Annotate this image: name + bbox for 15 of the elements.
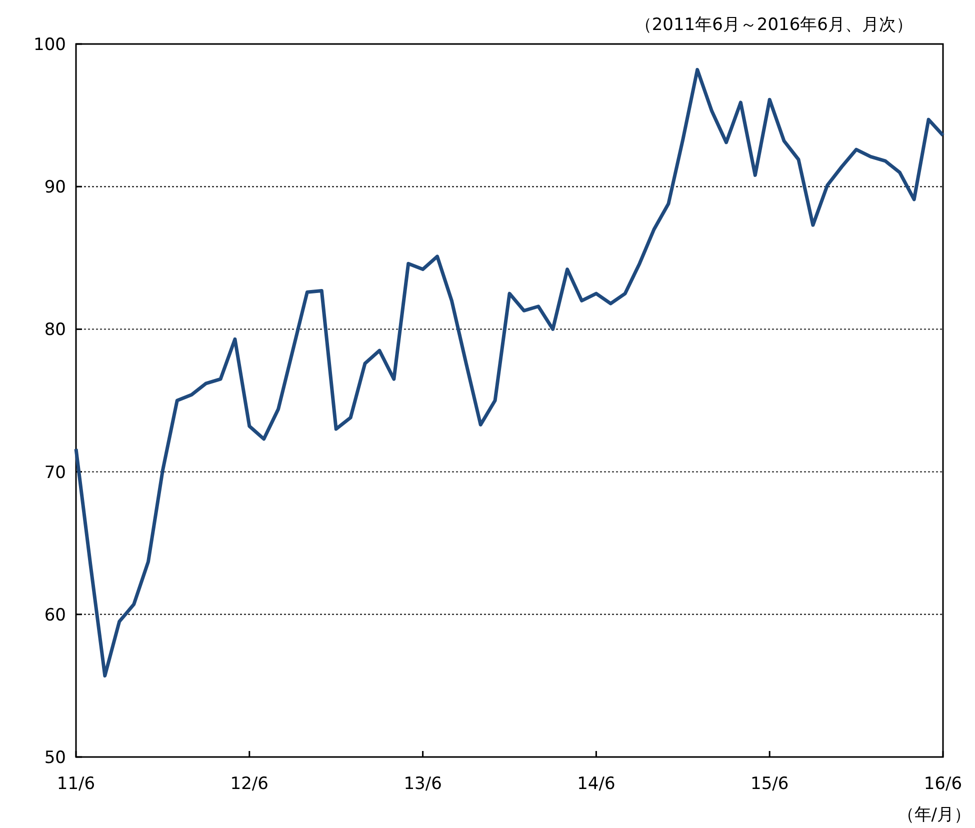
- chart-subtitle: （2011年6月～2016年6月、月次）: [634, 15, 913, 35]
- x-axis-title: （年/月）: [897, 805, 971, 825]
- y-tick-label: 80: [44, 320, 66, 340]
- x-tick-label: 11/6: [56, 774, 96, 794]
- x-tick-label: 14/6: [577, 774, 616, 794]
- x-tick-label: 15/6: [750, 774, 789, 794]
- line-series: [74, 68, 945, 678]
- y-tick-label: 100: [34, 35, 66, 55]
- x-tick-label: 13/6: [404, 774, 442, 794]
- x-tick-label: 12/6: [230, 774, 268, 794]
- x-tick-label: 16/6: [924, 774, 962, 794]
- y-tick-label: 90: [44, 178, 66, 198]
- y-tick-label: 70: [44, 462, 66, 483]
- y-tick-label: 60: [44, 605, 66, 626]
- y-tick-label: 50: [44, 748, 66, 768]
